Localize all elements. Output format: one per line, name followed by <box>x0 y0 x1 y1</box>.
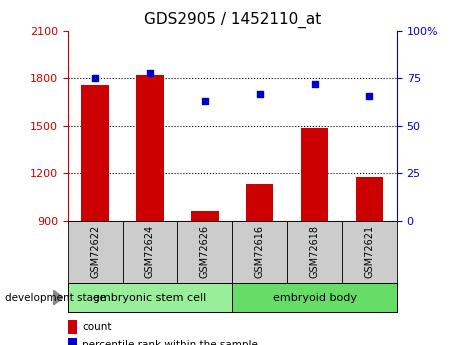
Text: GSM72621: GSM72621 <box>364 225 374 278</box>
Bar <box>232 221 287 283</box>
Bar <box>68 221 123 283</box>
Text: development stage: development stage <box>5 293 106 303</box>
Bar <box>191 211 219 221</box>
Bar <box>68 283 232 312</box>
Text: GSM72626: GSM72626 <box>200 225 210 278</box>
Bar <box>356 177 383 221</box>
Bar <box>232 283 397 312</box>
Bar <box>287 221 342 283</box>
Bar <box>81 85 109 221</box>
Point <box>147 70 154 76</box>
Point <box>311 81 318 87</box>
Text: count: count <box>83 322 112 332</box>
Point <box>366 93 373 98</box>
Bar <box>342 221 397 283</box>
Bar <box>68 320 77 334</box>
Text: embryonic stem cell: embryonic stem cell <box>93 293 207 303</box>
Text: embryoid body: embryoid body <box>272 293 357 303</box>
Text: percentile rank within the sample: percentile rank within the sample <box>83 341 258 345</box>
Text: GSM72616: GSM72616 <box>255 225 265 278</box>
Point <box>92 76 99 81</box>
Text: GSM72622: GSM72622 <box>90 225 100 278</box>
Text: GSM72624: GSM72624 <box>145 225 155 278</box>
Bar <box>123 221 177 283</box>
Polygon shape <box>53 290 63 305</box>
Bar <box>177 221 232 283</box>
Point <box>256 91 263 97</box>
Title: GDS2905 / 1452110_at: GDS2905 / 1452110_at <box>143 12 321 28</box>
Bar <box>68 338 77 345</box>
Bar <box>136 75 164 221</box>
Bar <box>301 128 328 221</box>
Text: GSM72618: GSM72618 <box>309 225 320 278</box>
Point <box>201 99 208 104</box>
Bar <box>246 185 273 221</box>
